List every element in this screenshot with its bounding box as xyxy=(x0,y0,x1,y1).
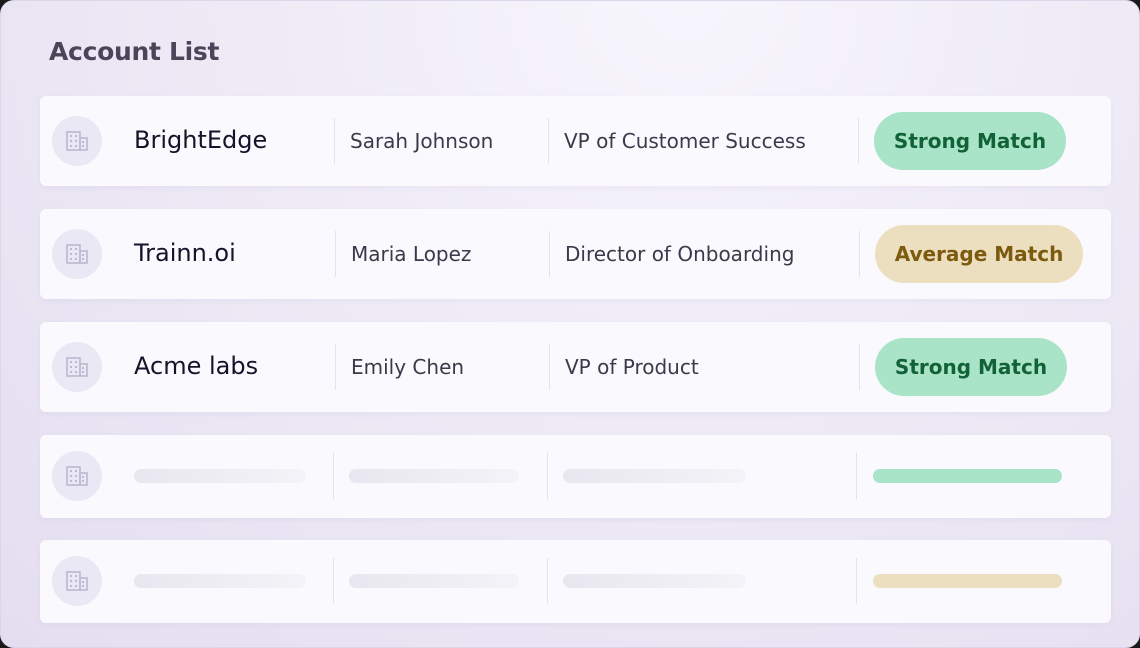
divider xyxy=(549,344,550,390)
skeleton-match-bar xyxy=(873,574,1062,588)
company-name: Trainn.oi xyxy=(134,239,236,267)
divider xyxy=(335,231,336,277)
match-badge: Average Match xyxy=(875,225,1083,283)
skeleton-bar xyxy=(134,574,306,588)
account-row[interactable]: BrightEdge Sarah Johnson VP of Customer … xyxy=(40,96,1111,186)
loading-row xyxy=(40,435,1111,518)
company-name: Acme labs xyxy=(134,352,259,380)
account-row[interactable]: Trainn.oi Maria Lopez Director of Onboar… xyxy=(40,209,1111,299)
match-badge: Strong Match xyxy=(874,112,1066,170)
divider xyxy=(333,453,334,499)
account-row[interactable]: Acme labs Emily Chen VP of Product Stron… xyxy=(40,322,1111,412)
building-icon xyxy=(52,116,102,166)
divider xyxy=(547,453,548,499)
loading-row xyxy=(40,540,1111,623)
divider xyxy=(548,118,549,164)
skeleton-bar xyxy=(349,469,519,483)
building-icon xyxy=(52,229,102,279)
skeleton-bar xyxy=(563,469,746,483)
contact-name: Maria Lopez xyxy=(351,242,472,266)
divider xyxy=(335,344,336,390)
divider xyxy=(333,558,334,604)
skeleton-bar xyxy=(349,574,519,588)
match-badge: Strong Match xyxy=(875,338,1067,396)
page-title: Account List xyxy=(49,37,220,66)
building-icon xyxy=(52,451,102,501)
skeleton-match-bar xyxy=(873,469,1062,483)
contact-name: Sarah Johnson xyxy=(350,129,494,153)
divider xyxy=(858,118,859,164)
divider xyxy=(549,231,550,277)
contact-role: VP of Product xyxy=(565,355,699,379)
divider xyxy=(547,558,548,604)
divider xyxy=(859,344,860,390)
contact-role: Director of Onboarding xyxy=(565,242,795,266)
divider xyxy=(334,118,335,164)
contact-role: VP of Customer Success xyxy=(564,129,806,153)
building-icon xyxy=(52,556,102,606)
divider xyxy=(859,231,860,277)
company-name: BrightEdge xyxy=(134,126,268,154)
divider xyxy=(856,558,857,604)
contact-name: Emily Chen xyxy=(351,355,465,379)
divider xyxy=(856,453,857,499)
building-icon xyxy=(52,342,102,392)
skeleton-bar xyxy=(134,469,306,483)
skeleton-bar xyxy=(563,574,746,588)
